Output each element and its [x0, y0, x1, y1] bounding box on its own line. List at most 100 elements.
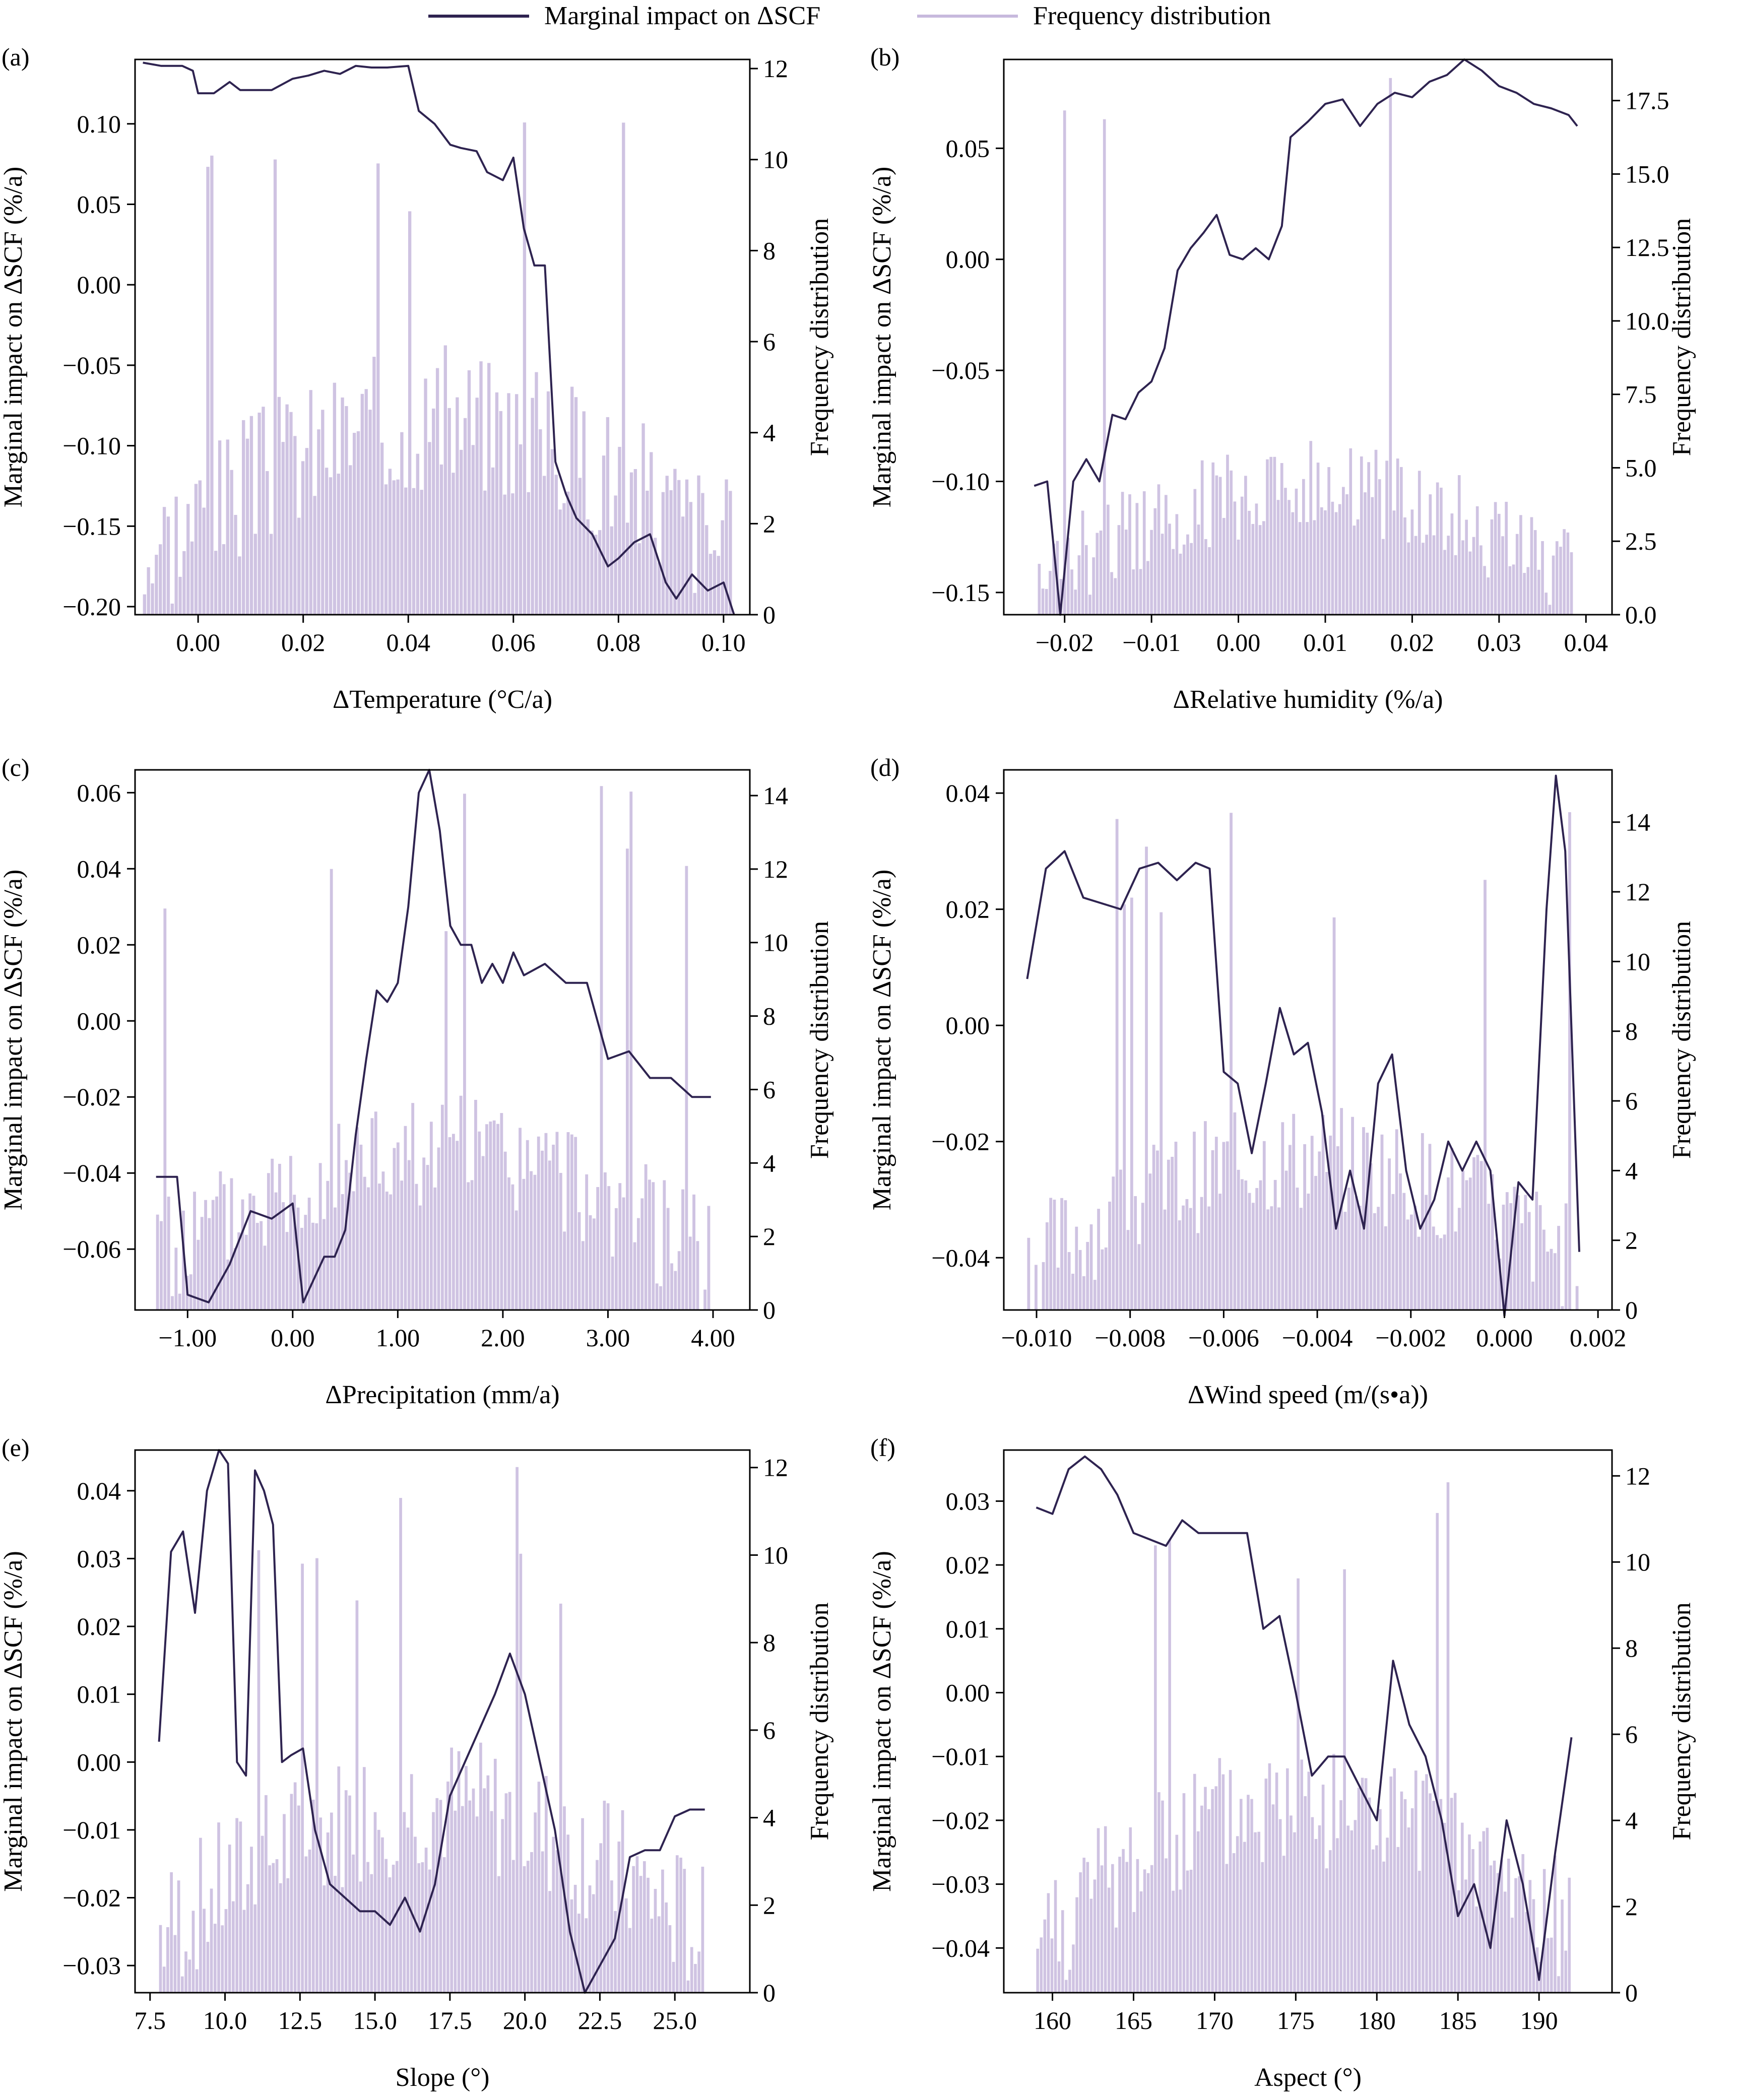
frequency-bar — [514, 1210, 518, 1310]
frequency-bar — [182, 1210, 185, 1310]
frequency-bar — [210, 155, 214, 615]
frequency-bar — [1418, 1871, 1421, 1993]
frequency-bar — [1533, 530, 1537, 615]
y-tick-label: −0.02 — [931, 1806, 990, 1834]
frequency-bar — [1429, 1793, 1432, 1993]
frequency-bar — [334, 1876, 337, 1993]
frequency-bar — [352, 433, 356, 615]
y-tick-label: 0.00 — [77, 271, 121, 299]
frequency-bar — [669, 490, 673, 615]
frequency-bar — [1056, 1267, 1060, 1310]
frequency-bar — [1553, 1253, 1557, 1310]
frequency-bar — [376, 163, 380, 615]
frequency-bar — [596, 1187, 600, 1310]
frequency-bar — [503, 1151, 507, 1310]
frequency-bar — [345, 1160, 348, 1310]
x-tick-label: −0.004 — [1282, 1324, 1353, 1352]
frequency-bar — [1399, 467, 1403, 615]
frequency-bar — [589, 1215, 592, 1310]
frequency-bar — [1290, 1815, 1293, 1993]
frequency-bar — [1293, 1832, 1296, 1993]
frequency-bar — [420, 490, 423, 615]
x-tick-label: 0.02 — [1390, 628, 1435, 657]
frequency-bar — [300, 1227, 303, 1310]
frequency-bar — [1385, 461, 1388, 615]
frequency-bar — [1418, 471, 1421, 615]
frequency-bar — [675, 1855, 679, 1993]
frequency-bar — [546, 391, 550, 615]
frequency-bar — [1487, 577, 1490, 615]
frequency-bar — [472, 1788, 475, 1993]
frequency-bar — [352, 1854, 355, 1993]
frequency-bar — [1500, 1860, 1503, 1993]
y-tick-label: 0.01 — [77, 1680, 121, 1709]
frequency-bar — [1353, 526, 1356, 615]
frequency-bar — [377, 1829, 380, 1993]
frequency-bar — [1233, 501, 1237, 615]
frequency-bar — [1074, 589, 1077, 615]
frequency-bar — [1403, 517, 1406, 615]
frequency-bar — [1361, 1778, 1364, 1993]
frequency-bar — [1489, 1865, 1493, 1993]
x-tick-label: 17.5 — [428, 2006, 472, 2035]
frequency-bar — [1111, 1864, 1114, 1993]
frequency-bar — [725, 479, 728, 615]
frequency-bar — [1300, 1759, 1303, 1993]
frequency-bar — [1286, 1768, 1289, 1993]
x-tick-label: 3.00 — [586, 1324, 630, 1352]
frequency-bar — [592, 1894, 595, 1993]
frequency-bar — [1410, 1214, 1413, 1310]
frequency-bar — [193, 1192, 196, 1310]
frequency-bar — [429, 1122, 433, 1310]
frequency-bar — [297, 1805, 300, 1993]
frequency-bar — [1280, 463, 1283, 615]
frequency-bar — [1215, 475, 1218, 615]
frequency-bar — [1336, 1838, 1339, 1993]
y-tick-label: −0.15 — [931, 578, 990, 607]
frequency-bar — [573, 1884, 577, 1993]
frequency-bar — [1432, 535, 1436, 615]
frequency-bar — [1099, 531, 1103, 615]
frequency-bar — [1092, 557, 1095, 615]
frequency-bar — [459, 1095, 463, 1310]
y-axis-title: Marginal impact on ΔSCF (%/a) — [868, 870, 896, 1211]
frequency-bar — [1524, 1195, 1527, 1310]
frequency-bar — [1382, 539, 1385, 615]
frequency-bar — [337, 1124, 341, 1310]
y-tick-label: 0.02 — [77, 931, 121, 959]
x-tick-label: 0.04 — [1564, 628, 1608, 657]
frequency-bar — [410, 1774, 413, 1993]
y2-tick-label: 0 — [763, 1979, 776, 2007]
frequency-bar — [252, 1196, 255, 1310]
frequency-bar — [1555, 541, 1559, 615]
frequency-bar — [1497, 513, 1501, 615]
frequency-bar — [1406, 1219, 1409, 1310]
frequency-bar — [1112, 1176, 1115, 1310]
frequency-bar — [301, 461, 305, 615]
frequency-bar — [368, 410, 372, 615]
frequency-bar — [341, 1887, 344, 1993]
frequency-bar — [516, 1467, 519, 1993]
frequency-bar — [1345, 494, 1348, 615]
frequency-bar — [679, 1857, 682, 1993]
frequency-bar — [1093, 1280, 1097, 1310]
frequency-bar — [552, 1836, 555, 1993]
frequency-bar — [519, 444, 523, 615]
frequency-bar — [1429, 494, 1432, 615]
frequency-bar — [1142, 491, 1146, 615]
frequency-bar — [186, 504, 190, 615]
frequency-bar — [1054, 1880, 1057, 1993]
frequency-bar — [281, 442, 285, 615]
frequency-bar — [450, 1747, 453, 1993]
frequency-bar — [496, 1124, 499, 1310]
frequency-bar — [1535, 1192, 1538, 1310]
frequency-bar — [1338, 504, 1341, 615]
y2-tick-label: 0 — [763, 601, 776, 629]
frequency-bar — [1542, 1229, 1546, 1310]
frequency-bar — [1257, 1831, 1260, 1993]
y2-tick-label: 12 — [763, 1454, 788, 1482]
frequency-bar — [1136, 1859, 1139, 1993]
frequency-bar — [349, 465, 352, 615]
x-axis-title: ΔTemperature (°C/a) — [333, 685, 552, 714]
x-tick-label: 0.00 — [271, 1324, 315, 1352]
